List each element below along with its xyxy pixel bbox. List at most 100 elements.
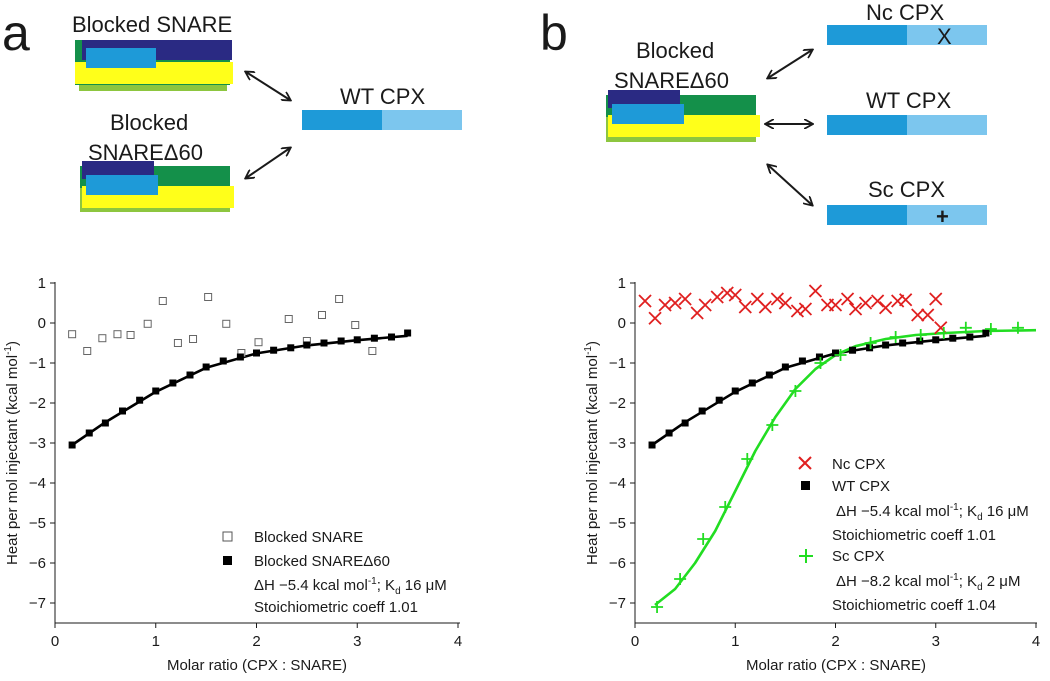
blocked-delta-label-line2: SNAREΔ60 bbox=[614, 68, 729, 93]
y-tick-label: 0 bbox=[618, 315, 626, 332]
data-point bbox=[728, 288, 742, 302]
nc-cpx-label: Nc CPX bbox=[866, 0, 945, 25]
data-point bbox=[778, 296, 793, 310]
legend-swatch-filled-square bbox=[801, 481, 810, 490]
data-point bbox=[720, 286, 734, 300]
data-point bbox=[648, 311, 662, 325]
data-point bbox=[808, 284, 823, 298]
legend-label: WT CPX bbox=[832, 478, 890, 495]
data-point bbox=[731, 387, 739, 395]
y-tick-label: −1 bbox=[29, 355, 46, 372]
data-point bbox=[815, 353, 823, 361]
legend-swatch-open-square bbox=[222, 531, 233, 542]
x-tick-label: 0 bbox=[631, 633, 639, 650]
data-point bbox=[849, 346, 857, 354]
data-point bbox=[878, 301, 893, 315]
x-axis-title: Molar ratio (CPX : SNARE) bbox=[746, 657, 926, 674]
cpx-light-segment bbox=[382, 110, 462, 130]
data-point bbox=[814, 357, 827, 369]
data-point bbox=[222, 319, 231, 328]
data-point bbox=[916, 337, 924, 345]
legend: Nc CPX WT CPX ΔH −5.4 kcal mol-1; Kd 16 … bbox=[798, 456, 1029, 614]
data-point bbox=[113, 330, 122, 339]
wt-cpx-icon bbox=[302, 110, 462, 130]
data-point bbox=[303, 341, 311, 349]
blocked-snare-complex-icon bbox=[75, 40, 233, 91]
data-point bbox=[921, 308, 935, 322]
x-tick-label: 4 bbox=[1032, 633, 1040, 650]
data-point bbox=[351, 321, 360, 329]
binding-arrow-icon bbox=[768, 165, 812, 205]
data-point bbox=[966, 333, 974, 341]
data-point bbox=[932, 336, 940, 344]
binding-arrow-icon bbox=[246, 148, 290, 178]
data-point bbox=[219, 357, 227, 365]
x-tick-label: 2 bbox=[831, 633, 839, 650]
data-point bbox=[253, 349, 260, 357]
data-point bbox=[766, 419, 779, 431]
cyan-helix-bar bbox=[612, 104, 684, 124]
navy-helix-bar bbox=[608, 90, 680, 108]
wt-cpx-icon bbox=[827, 115, 987, 135]
cyan-helix-bar bbox=[86, 48, 156, 68]
navy-helix-bar bbox=[82, 161, 154, 179]
data-point bbox=[284, 315, 293, 323]
data-point bbox=[648, 441, 656, 449]
y-tick-label: −2 bbox=[29, 395, 46, 412]
data-point bbox=[85, 429, 93, 437]
data-point bbox=[169, 379, 177, 387]
fit-curve bbox=[651, 334, 987, 447]
data-point bbox=[101, 419, 109, 427]
data-point bbox=[719, 501, 732, 513]
data-point bbox=[848, 302, 863, 316]
data-point bbox=[949, 334, 957, 342]
fit-curve bbox=[71, 334, 408, 447]
y-tick-label: −2 bbox=[609, 395, 626, 412]
data-point bbox=[126, 331, 135, 339]
data-point bbox=[651, 601, 664, 613]
legend-label: Blocked SNARE bbox=[254, 529, 363, 546]
data-point bbox=[798, 302, 813, 316]
data-point bbox=[738, 300, 752, 314]
data-point bbox=[741, 453, 754, 465]
blocked-snare-label: Blocked SNARE bbox=[72, 12, 232, 37]
data-point bbox=[186, 371, 194, 379]
data-point bbox=[404, 329, 412, 337]
y-axis-title: Heat per mol injectant (kcal mol-1) bbox=[583, 341, 601, 565]
data-point bbox=[388, 333, 396, 341]
blocked-delta-label-line1: Blocked bbox=[636, 38, 714, 63]
binding-arrow-icon bbox=[768, 50, 812, 78]
y-tick-label: 0 bbox=[38, 315, 46, 332]
panel-a-letter: a bbox=[2, 5, 30, 61]
y-tick-label: −7 bbox=[609, 595, 626, 612]
y-tick-label: −1 bbox=[609, 355, 626, 372]
data-point bbox=[270, 346, 278, 354]
data-point bbox=[254, 338, 263, 347]
legend-swatch-x bbox=[798, 456, 812, 470]
panel-b-letter: b bbox=[540, 5, 568, 61]
data-point bbox=[335, 295, 344, 303]
data-point bbox=[236, 353, 244, 361]
data-point bbox=[758, 300, 772, 314]
x-tick-label: 0 bbox=[51, 633, 59, 650]
data-point bbox=[765, 371, 773, 379]
data-point bbox=[152, 387, 160, 395]
y-tick-label: 1 bbox=[38, 275, 46, 292]
data-point bbox=[914, 329, 927, 341]
wt-cpx-label: WT CPX bbox=[340, 84, 425, 109]
cpx-dark-segment bbox=[827, 25, 907, 45]
legend-label: Blocked SNAREΔ60 bbox=[254, 553, 390, 570]
panel-a-diagram: a Blocked SNARE Blocked SNAREΔ60 WT CPX bbox=[2, 5, 462, 212]
chart-panel-b: 0 1 2 3 4 1 0 −1 −2 −3 −4 −5 −6 −7 Molar ratio (CPX :… bbox=[583, 275, 1040, 674]
data-point bbox=[866, 344, 874, 352]
wt-fit-params-line: ΔH −5.4 kcal mol-1; Kd 16 μM bbox=[836, 502, 1029, 523]
data-point bbox=[158, 297, 167, 305]
y-tick-label: −3 bbox=[609, 435, 626, 452]
data-point bbox=[864, 337, 877, 349]
data-point bbox=[98, 334, 107, 343]
data-point bbox=[911, 308, 925, 322]
y-tick-label: −7 bbox=[29, 595, 46, 612]
data-point bbox=[715, 396, 723, 404]
data-point bbox=[83, 347, 92, 355]
x-tick-label: 4 bbox=[454, 633, 462, 650]
